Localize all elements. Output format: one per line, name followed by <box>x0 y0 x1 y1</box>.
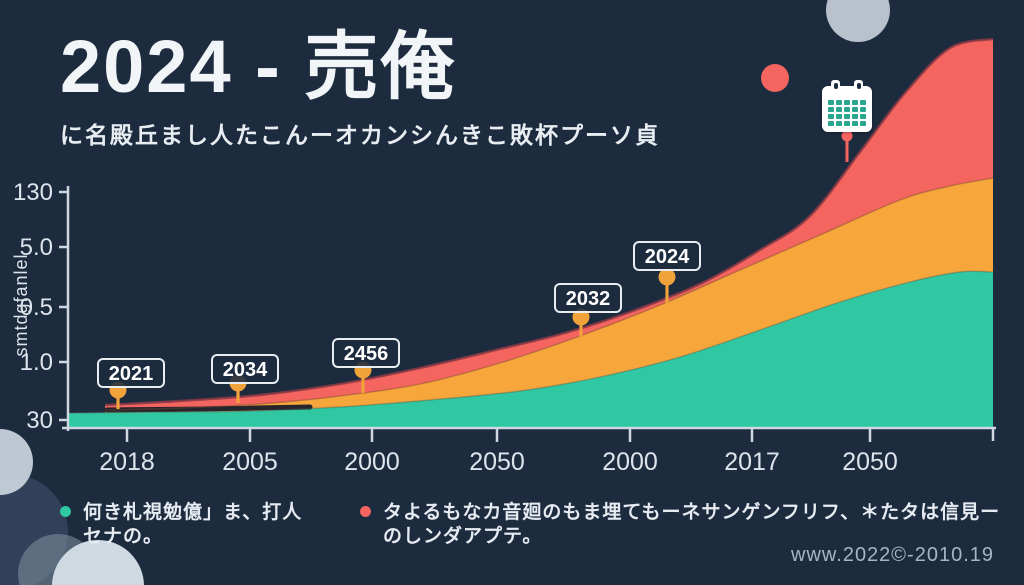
legend-item-0: 何き札視勉億」ま、打人セナの。 <box>60 501 322 549</box>
teal-edge-line <box>67 270 994 414</box>
x-tick-label: 2000 <box>344 448 400 476</box>
header: 2024 - 売俺 に名殿丘まし人たこんーオカンシんきこ敗杯プーソ貞 <box>60 24 660 150</box>
pin-label: 2032 <box>566 288 611 310</box>
coral-edge-line <box>104 37 994 407</box>
calendar-icon <box>822 80 872 132</box>
x-tick-label: 2018 <box>99 448 155 476</box>
page-title: 2024 - 売俺 <box>60 25 457 108</box>
calendar-grid <box>828 100 866 126</box>
chart-legend: 何き札視勉億」ま、打人セナの。 タよるもなカ音廻のもま埋てもーネサンゲンフリフ、＊… <box>60 501 1010 549</box>
legend-dot-icon <box>60 506 71 517</box>
pin-marker-2456: 2456 <box>332 338 400 393</box>
calendar-pin-dot <box>841 130 853 142</box>
teal-band <box>68 271 993 428</box>
x-tick-label: 2000 <box>602 448 658 476</box>
y-tick-label: 30 <box>26 407 53 434</box>
legend-label: タよるもなカ音廻のもま埋てもーネサンゲンフリフ、＊たタは信見ーのしンダアプテ。 <box>382 502 1001 547</box>
y-tick-label: 5.0 <box>20 234 53 261</box>
red-circle-decor <box>761 64 789 92</box>
pin-label: 2456 <box>344 343 389 365</box>
watermark-text: www.2022©-2010.19 <box>791 544 994 566</box>
legend-item-1: タよるもなカ音廻のもま埋てもーネサンゲンフリフ、＊たタは信見ーのしンダアプテ。 <box>359 501 1010 549</box>
calendar-ring-icon <box>831 80 840 94</box>
pin-marker-2024: 2024 <box>633 241 701 303</box>
y-tick-label: 0.5 <box>20 294 53 321</box>
pin-marker-2032: 2032 <box>554 283 622 338</box>
y-axis-title: smtdgfanlel <box>11 253 31 356</box>
calendar-ring-icon <box>854 80 863 94</box>
legend-label: 何き札視勉億」ま、打人セナの。 <box>83 502 303 547</box>
pin-label: 2024 <box>645 246 690 268</box>
x-tick-label: 2017 <box>724 448 780 476</box>
dark-left-line <box>104 404 313 413</box>
x-tick-label: 2050 <box>469 448 525 476</box>
pin-marker-2034: 2034 <box>211 354 279 403</box>
x-tick-label: 2050 <box>842 448 898 476</box>
x-tick-label: 2005 <box>222 448 278 476</box>
y-tick-label: 130 <box>13 179 53 206</box>
y-tick-label: 1.0 <box>20 349 53 376</box>
page-subtitle: に名殿丘まし人たこんーオカンシんきこ敗杯プーソ貞 <box>60 122 660 148</box>
legend-dot-icon <box>359 506 371 517</box>
pin-label: 2021 <box>109 363 154 385</box>
pin-marker-2021: 2021 <box>97 358 165 409</box>
pin-label: 2034 <box>223 359 268 381</box>
